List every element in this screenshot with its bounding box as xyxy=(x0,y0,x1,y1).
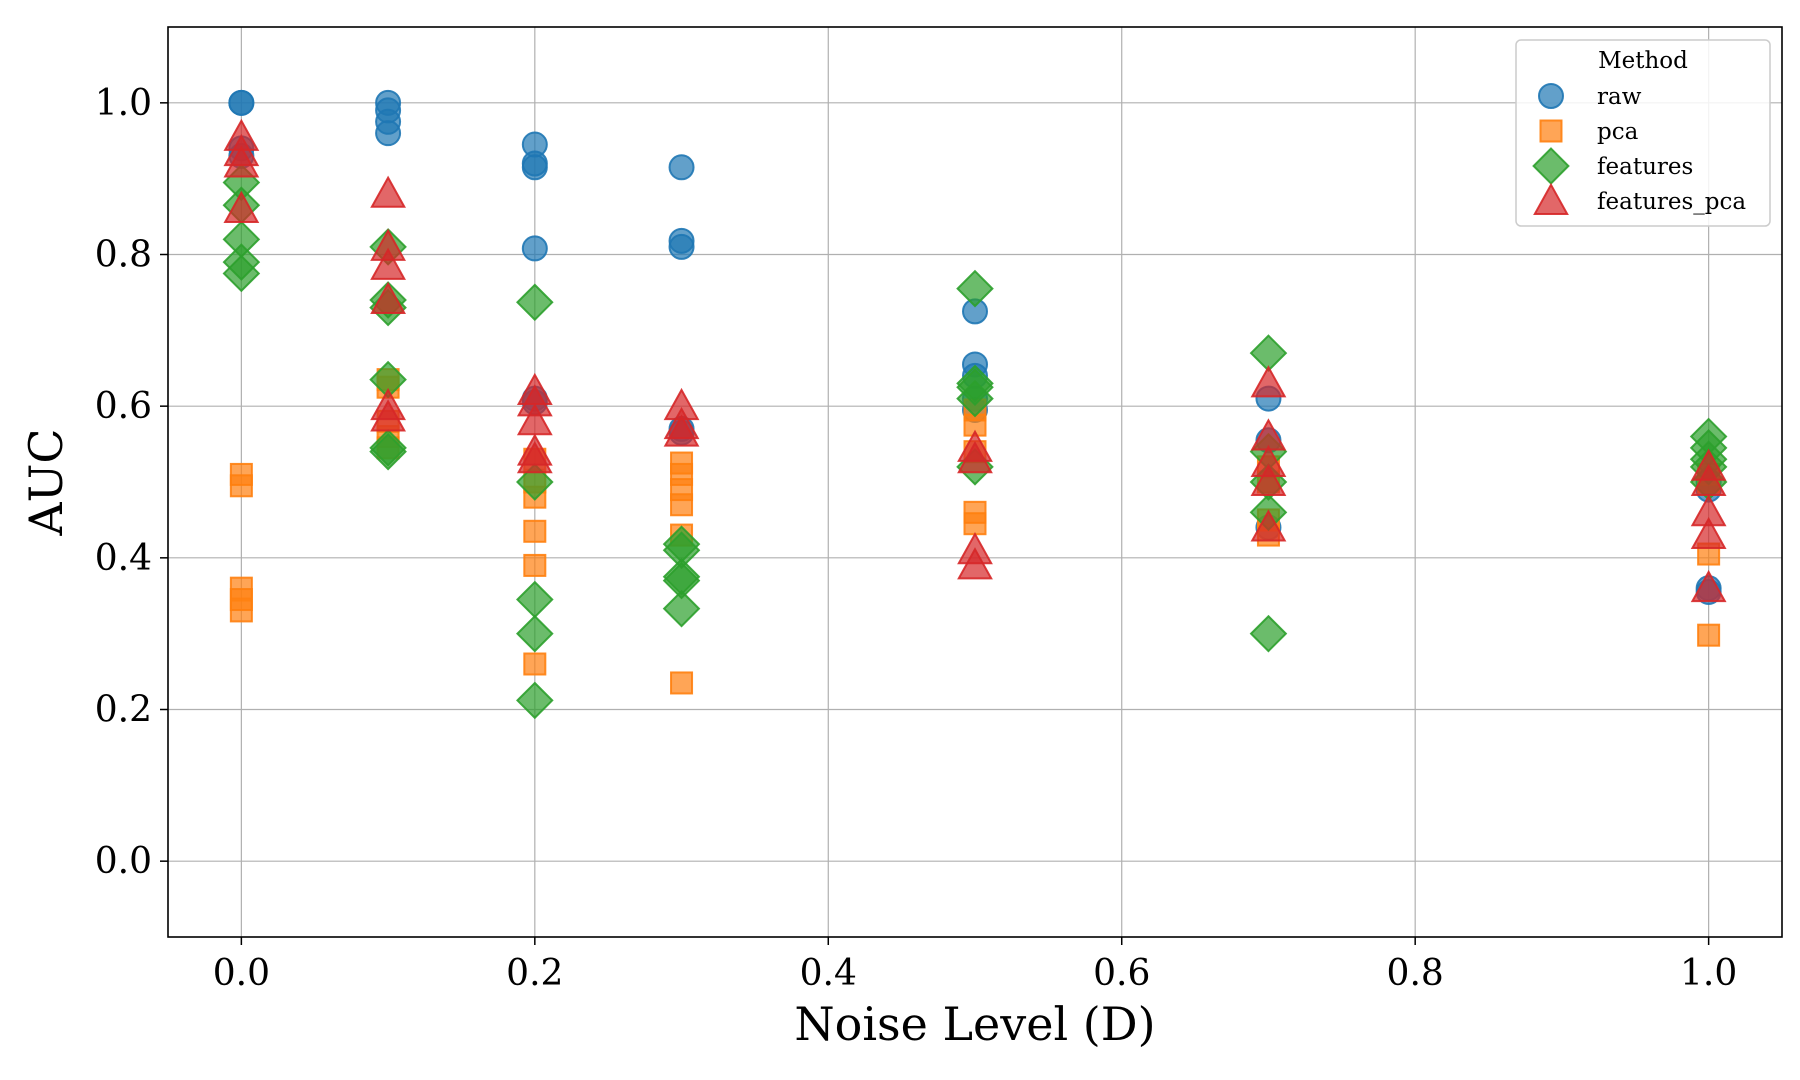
x-tick-label: 0.2 xyxy=(506,953,563,994)
raw-point xyxy=(668,154,695,181)
legend-label: pca xyxy=(1597,119,1639,145)
y-axis-title: AUC xyxy=(19,428,73,536)
features-pca-point xyxy=(370,247,406,280)
pca-point xyxy=(963,512,987,536)
legend-items: raw pca features features_pca xyxy=(1532,83,1746,215)
legend-title: Method xyxy=(1598,48,1688,74)
legend: Method raw pca features features_pca xyxy=(1515,39,1771,227)
features-pca-point xyxy=(957,440,993,474)
features-pca-point xyxy=(1690,569,1727,603)
legend-box xyxy=(1515,39,1771,227)
pca-point xyxy=(523,519,547,543)
x-tick-label: 0.8 xyxy=(1387,953,1444,994)
legend-marker-features-pca xyxy=(1533,182,1569,215)
legend-label: features_pca xyxy=(1597,189,1746,215)
x-tick-label: 1.0 xyxy=(1680,953,1737,994)
features-point xyxy=(662,589,701,628)
features-pca-point xyxy=(370,399,406,432)
features-point xyxy=(956,269,994,308)
features-pca-point xyxy=(663,414,700,447)
features-pca-point xyxy=(223,190,260,223)
raw-point xyxy=(375,120,402,147)
features-point xyxy=(516,681,554,720)
pca-point xyxy=(229,474,253,498)
y-tick-label: 0.6 xyxy=(95,386,152,427)
features-pca-point xyxy=(1250,365,1287,398)
pca-point xyxy=(523,553,547,577)
x-tick-label: 0.0 xyxy=(213,953,270,994)
features-pca-point xyxy=(957,547,993,580)
legend-marker-raw xyxy=(1538,83,1564,109)
features-pca-point xyxy=(1250,463,1287,496)
x-tick-label: 0.4 xyxy=(800,953,857,994)
legend-label: features xyxy=(1597,154,1693,180)
plot-frame xyxy=(167,26,1783,938)
y-tick-label: 1.0 xyxy=(95,83,152,124)
features-pca-point xyxy=(1690,516,1727,550)
features-pca-point xyxy=(370,175,406,208)
legend-marker-pca xyxy=(1539,119,1563,143)
features-pca-point xyxy=(370,281,406,314)
y-tick-label: 0.4 xyxy=(95,538,152,579)
pca-point xyxy=(229,599,253,623)
pca-point xyxy=(523,652,547,676)
features-pca-point xyxy=(223,145,260,178)
features-point xyxy=(1249,614,1288,653)
pca-point xyxy=(670,671,694,695)
series-features-pca xyxy=(223,118,1727,603)
features-point xyxy=(222,254,261,293)
pca-point xyxy=(670,493,694,517)
raw-point xyxy=(228,89,255,116)
raw-point xyxy=(521,154,548,181)
axis-ticks: 0.0 0.2 0.4 0.6 0.8 1.0 0.0 0.2 0.4 0.6 0.8 1.0 xyxy=(95,83,1738,994)
y-tick-label: 0.8 xyxy=(95,235,152,276)
legend-label: raw xyxy=(1597,84,1642,110)
raw-point xyxy=(668,233,695,260)
features-point xyxy=(369,432,407,471)
pca-point xyxy=(1697,623,1721,647)
data-points xyxy=(222,89,1728,720)
features-point xyxy=(516,463,554,501)
features-point xyxy=(516,283,554,322)
features-point xyxy=(516,614,554,653)
y-tick-label: 0.0 xyxy=(95,841,152,882)
x-tick-label: 0.6 xyxy=(1093,953,1150,994)
features-point xyxy=(956,379,994,418)
raw-point xyxy=(521,235,548,262)
x-axis-title: Noise Level (D) xyxy=(794,997,1155,1051)
features-pca-point xyxy=(516,440,553,474)
y-tick-label: 0.2 xyxy=(95,690,152,731)
features-pca-point xyxy=(1250,509,1287,542)
